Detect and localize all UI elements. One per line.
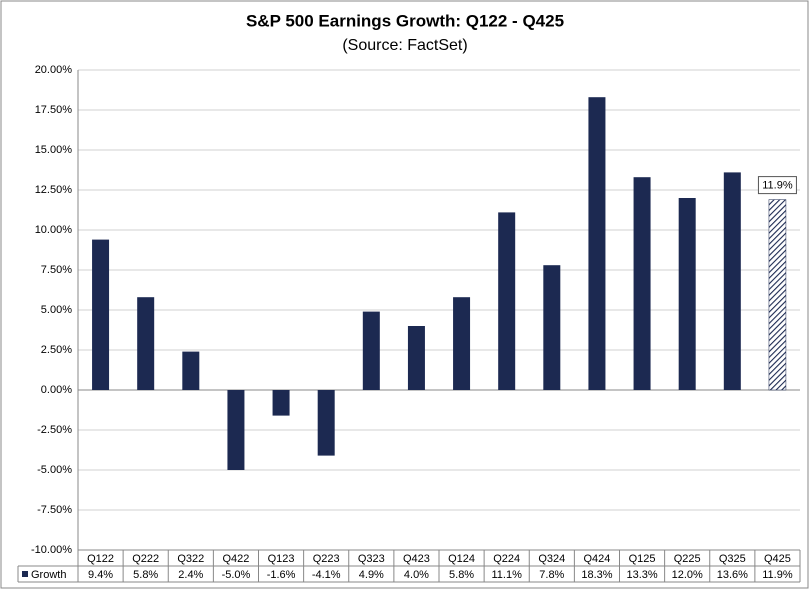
x-tick-label: Q124 [448,553,475,565]
bar [92,239,110,390]
y-tick-label: 20.00% [35,64,73,76]
table-value: 5.8% [449,569,474,581]
x-tick-label: Q422 [222,553,249,565]
x-tick-label: Q323 [358,553,385,565]
x-tick-label: Q222 [132,553,159,565]
table-value: 4.9% [359,569,384,581]
y-tick-label: 2.50% [41,344,72,356]
x-tick-label: Q123 [268,553,295,565]
bar [543,265,561,390]
x-tick-label: Q325 [719,553,746,565]
bar [678,198,696,390]
x-tick-label: Q122 [87,553,114,565]
table-value: -1.6% [267,569,296,581]
x-tick-label: Q423 [403,553,430,565]
bar [407,326,425,390]
y-tick-label: -2.50% [37,424,72,436]
legend-swatch [22,571,28,577]
x-tick-label: Q225 [674,553,701,565]
table-value: 18.3% [581,569,612,581]
x-tick-label: Q425 [764,553,791,565]
bar [362,311,380,390]
y-tick-label: 10.00% [35,224,73,236]
table-value: 4.0% [404,569,429,581]
y-tick-label: -5.00% [37,464,72,476]
table-value: -5.0% [222,569,251,581]
bar [498,212,516,390]
bar [227,390,245,470]
bar [272,390,290,416]
y-tick-label: -7.50% [37,504,72,516]
bar [723,172,741,390]
table-value: 11.9% [762,569,793,581]
legend-label: Growth [31,569,66,581]
y-tick-label: -10.00% [31,544,72,556]
y-tick-label: 17.50% [35,104,73,116]
y-tick-label: 15.00% [35,144,73,156]
chart-subtitle: (Source: FactSet) [342,37,467,54]
x-tick-label: Q125 [629,553,656,565]
bar [317,390,335,456]
annotation-box [757,176,797,195]
table-value: 13.6% [717,569,748,581]
y-tick-label: 5.00% [41,304,72,316]
x-tick-label: Q223 [313,553,340,565]
chart-title: S&P 500 Earnings Growth: Q122 - Q425 [246,11,564,30]
table-value: 11.1% [492,569,523,581]
bar [137,297,155,390]
x-tick-label: Q322 [177,553,204,565]
x-tick-label: Q324 [538,553,565,565]
table-value: 12.0% [672,569,703,581]
bar [453,297,471,390]
x-tick-label: Q224 [493,553,520,565]
bar [768,199,787,391]
y-tick-label: 0.00% [41,384,72,396]
bar [588,97,606,390]
table-value: 2.4% [178,569,203,581]
table-value: 13.3% [626,569,657,581]
x-tick-label: Q424 [583,553,610,565]
table-value: 7.8% [539,569,564,581]
y-tick-label: 7.50% [41,264,72,276]
table-value: 5.8% [133,569,158,581]
y-tick-label: 12.50% [35,184,73,196]
bar [182,351,200,390]
annotation: 11.9% [762,180,793,192]
table-value: 9.4% [88,569,113,581]
table-value: -4.1% [312,569,341,581]
bar [633,177,651,390]
